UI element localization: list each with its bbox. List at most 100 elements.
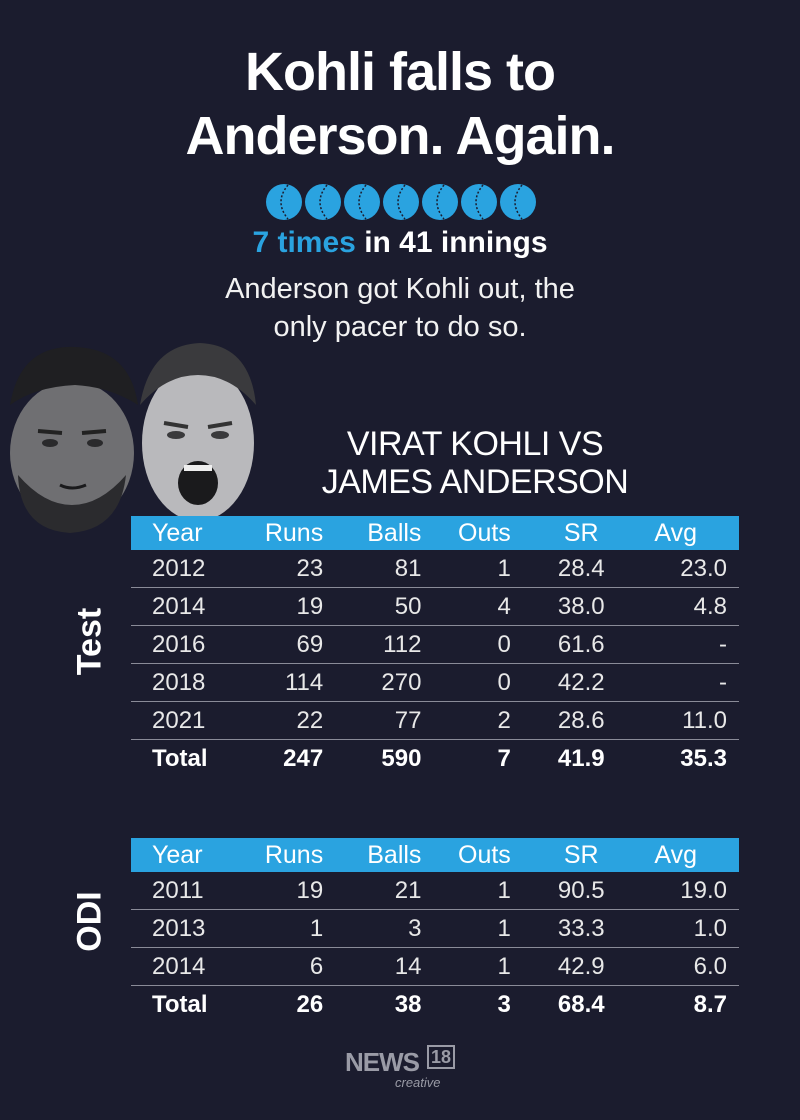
column-header: Runs (241, 516, 324, 550)
table-cell: 14 (323, 947, 422, 986)
total-cell: 3 (497, 990, 511, 1018)
header-row: Year Runs Balls Outs SR Avg (131, 516, 739, 550)
table-cell: 0 (421, 663, 511, 702)
table-row: 2016 69 112 0 61.6- (131, 625, 739, 664)
table-cell: 33.3 (510, 909, 605, 948)
table-cell: 2016 (131, 625, 242, 664)
table-cell: 1 (421, 909, 511, 948)
table-cell: 1 (241, 909, 324, 948)
total-cell: 38 (394, 990, 422, 1018)
cricket-ball-icon (500, 184, 536, 220)
column-header: Year (131, 838, 242, 872)
total-cell: 68.4 (557, 990, 605, 1018)
cricket-ball-icon (305, 184, 341, 220)
player-portraits (0, 335, 270, 535)
table-cell: 6.0 (604, 947, 739, 986)
header-row: Year Runs Balls Outs SR Avg (131, 838, 739, 872)
table-cell: 2018 (131, 663, 242, 702)
column-header: SR (510, 838, 605, 872)
total-row: Total 26 38 3 68.4 8.7 (131, 986, 739, 1024)
odi-label: ODI (70, 891, 109, 952)
table-cell: 1 (421, 872, 511, 910)
total-cell: 35.3 (680, 744, 727, 772)
test-label: Test (70, 607, 109, 676)
table-cell: 1 (421, 550, 511, 588)
cricket-ball-icon (383, 184, 419, 220)
headline-line-1: Kohli falls to (245, 42, 556, 102)
dismissal-count-highlight: 7 times (252, 226, 356, 259)
news18-logo: NEWS 18 creative (345, 1045, 457, 1091)
total-cell: 247 (283, 744, 324, 772)
table-row: 2014 19 50 4 38.0 4.8 (131, 587, 739, 626)
dismissal-count: 7 times in 41 innings (0, 226, 800, 260)
table-cell: - (604, 663, 739, 702)
odi-stats-table: Year Runs Balls Outs SR Avg 2011 19 21 1 90.5 19.0 2… (131, 838, 739, 1023)
table-row: 2012 23 81 1 28.4 23.0 (131, 550, 739, 588)
table-cell: 90.5 (510, 872, 605, 910)
table-cell: 11.0 (604, 701, 739, 740)
table-cell: 2021 (131, 701, 242, 740)
table-cell: 77 (323, 701, 422, 740)
table-cell: 42.9 (510, 947, 605, 986)
table-cell: 3 (323, 909, 422, 948)
anderson-portrait-icon (140, 343, 256, 521)
table-cell: 81 (323, 550, 422, 588)
column-header: SR (510, 516, 605, 550)
table-cell: 19 (241, 587, 324, 626)
matchup-line-1: VIRAT KOHLI VS (346, 425, 604, 463)
table-cell: 50 (323, 587, 422, 626)
table-cell: 2013 (131, 909, 242, 948)
cricket-ball-icon (422, 184, 458, 220)
table-cell: 112 (323, 625, 422, 664)
table-cell: 1.0 (604, 909, 739, 948)
total-cell: 26 (296, 990, 324, 1018)
table-row: 2018 114 270 0 42.2- (131, 663, 739, 702)
table-cell: - (604, 625, 739, 664)
cricket-ball-icon (344, 184, 380, 220)
logo-creative: creative (395, 1075, 441, 1090)
total-cell: Total (152, 744, 208, 772)
description-line-1: Anderson got Kohli out, the (225, 273, 575, 305)
table-cell: 2 (421, 701, 511, 740)
dismissal-count-innings: in 41 innings (364, 226, 548, 259)
table-cell: 28.6 (510, 701, 605, 740)
table-row: 2014 6 14 1 42.9 6.0 (131, 947, 739, 986)
matchup-title: VIRAT KOHLI VS JAMES ANDERSON (300, 425, 650, 501)
table-cell: 114 (241, 663, 324, 702)
table-cell: 2014 (131, 947, 242, 986)
column-header: Outs (421, 838, 511, 872)
total-cell: 8.7 (693, 990, 727, 1018)
table-cell: 69 (241, 625, 324, 664)
logo-news: NEWS (345, 1047, 420, 1077)
table-cell: 19.0 (604, 872, 739, 910)
table-cell: 4 (421, 587, 511, 626)
column-header: Year (131, 516, 242, 550)
column-header: Runs (241, 838, 324, 872)
headline-line-2: Anderson. Again. (185, 106, 615, 166)
test-stats-table: Year Runs Balls Outs SR Avg 2012 23 81 1 28.4 23.0 2… (131, 516, 739, 777)
table-cell: 2011 (131, 872, 242, 910)
table-row: 2013 1 3 1 33.3 1.0 (131, 909, 739, 948)
table-cell: 1 (421, 947, 511, 986)
table-cell: 28.4 (510, 550, 605, 588)
column-header: Balls (323, 516, 422, 550)
description-line-2: only pacer to do so. (273, 311, 527, 343)
table-cell: 2012 (131, 550, 242, 588)
table-row: 2021 22 77 2 28.6 11.0 (131, 701, 739, 740)
table-cell: 22 (241, 701, 324, 740)
headline: Kohli falls to Anderson. Again. (0, 40, 800, 168)
table-cell: 23 (241, 550, 324, 588)
cricket-ball-icon (266, 184, 302, 220)
table-cell: 61.6 (510, 625, 605, 664)
table-row: 2011 19 21 1 90.5 19.0 (131, 872, 739, 910)
matchup-line-2: JAMES ANDERSON (321, 463, 629, 501)
table-cell: 6 (241, 947, 324, 986)
description: Anderson got Kohli out, the only pacer t… (0, 270, 800, 346)
total-cell: 41.9 (557, 744, 605, 772)
table-cell: 0 (421, 625, 511, 664)
total-cell: 7 (497, 744, 511, 772)
table-cell: 4.8 (604, 587, 739, 626)
column-header: Avg (604, 516, 739, 550)
table-cell: 270 (323, 663, 422, 702)
table-cell: 38.0 (510, 587, 605, 626)
